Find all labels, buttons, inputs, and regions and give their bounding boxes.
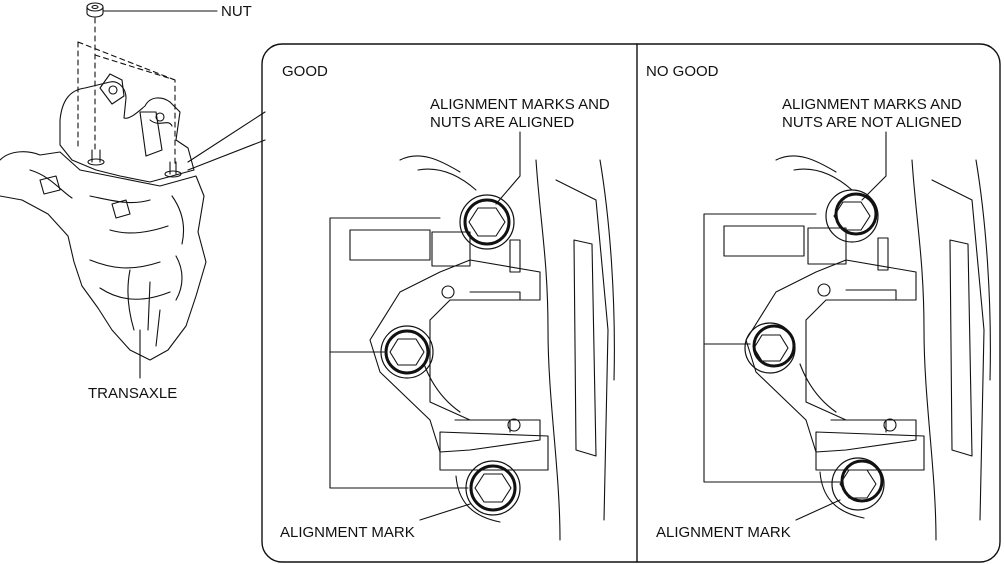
good-alignment-mark-label: ALIGNMENT MARK bbox=[280, 524, 415, 541]
no-good-callout-line1: ALIGNMENT MARKS AND bbox=[782, 96, 962, 113]
good-callout-leader bbox=[495, 131, 521, 205]
transaxle-label: TRANSAXLE bbox=[88, 385, 178, 402]
good-callout-line2: NUTS ARE ALIGNED bbox=[430, 114, 575, 131]
nut-label: NUT bbox=[221, 3, 252, 20]
no-good-panel-drawing bbox=[703, 131, 991, 541]
detail-frame bbox=[261, 43, 1001, 563]
good-heading: GOOD bbox=[282, 63, 328, 80]
good-mark-leader bbox=[419, 503, 471, 521]
nut-icon bbox=[86, 2, 104, 18]
transaxle-overview-drawing bbox=[0, 2, 266, 379]
dashed-guide-lines bbox=[77, 17, 176, 166]
no-good-alignment-mark-label: ALIGNMENT MARK bbox=[656, 524, 791, 541]
no-good-callout-line2: NUTS ARE NOT ALIGNED bbox=[782, 114, 962, 131]
good-callout-line1: ALIGNMENT MARKS AND bbox=[430, 96, 610, 113]
no-good-callout-leader bbox=[861, 131, 887, 201]
good-panel-drawing bbox=[329, 131, 615, 541]
zoom-lines bbox=[187, 111, 266, 171]
no-good-mark-leader bbox=[795, 499, 841, 521]
no-good-heading: NO GOOD bbox=[646, 63, 719, 80]
